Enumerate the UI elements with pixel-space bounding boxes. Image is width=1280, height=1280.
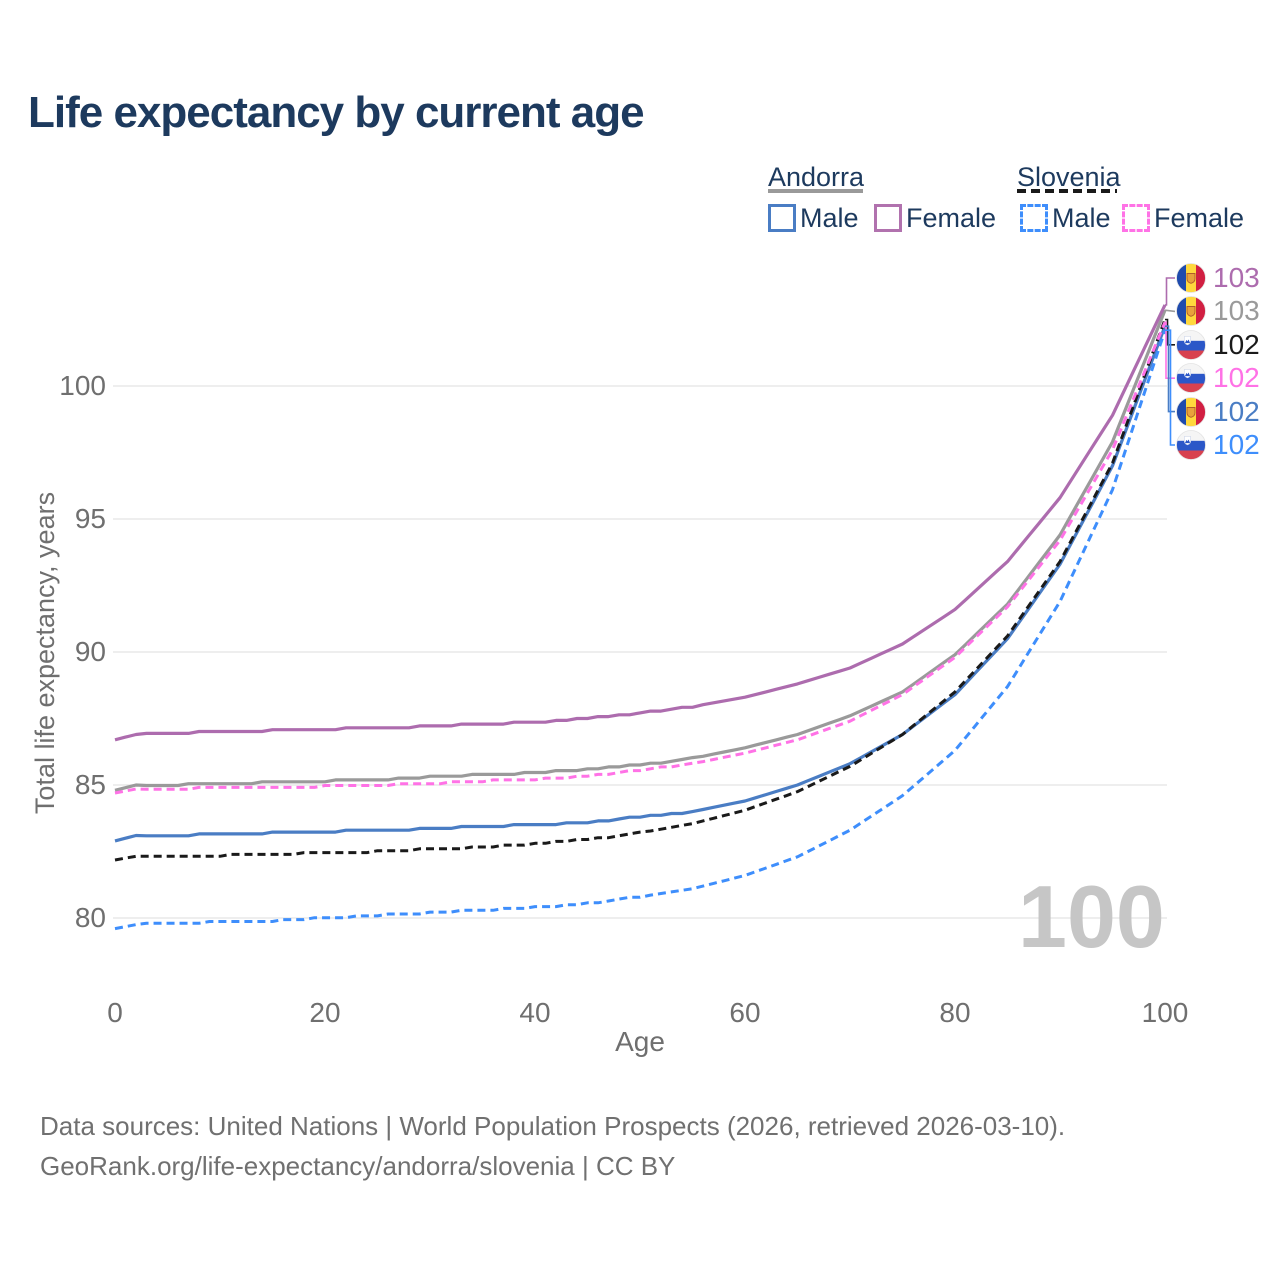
- slovenia-flag-icon: [1176, 330, 1206, 360]
- leader-line-slovenia-male: [1165, 329, 1175, 446]
- slovenia-flag-icon: [1176, 430, 1206, 460]
- legend-item-slovenia-male[interactable]: Male: [1020, 202, 1111, 233]
- y-tick-80: 80: [74, 902, 106, 933]
- y-tick-95: 95: [74, 503, 106, 534]
- x-tick-0: 0: [107, 997, 123, 1028]
- legend-group-andorra[interactable]: Andorra: [768, 162, 865, 192]
- end-value: 102: [1213, 329, 1260, 360]
- page-title: Life expectancy by current age: [28, 88, 645, 137]
- legend-underline-slovenia: [1017, 189, 1117, 193]
- legend-underline-andorra: [768, 189, 863, 193]
- end-label-andorra-male: 102: [1176, 396, 1260, 427]
- legend-swatch-andorra-male-icon: [768, 204, 796, 232]
- leader-line-andorra-female: [1165, 277, 1175, 306]
- end-label-andorra-female: 103: [1176, 262, 1260, 293]
- y-tick-85: 85: [74, 769, 106, 800]
- x-axis-title: Age: [615, 1026, 665, 1057]
- end-value: 103: [1213, 295, 1260, 326]
- x-tick-80: 80: [939, 997, 971, 1028]
- legend-label: Female: [906, 202, 997, 233]
- slovenia-flag-icon: [1176, 363, 1206, 393]
- data-source-footer: Data sources: United Nations | World Pop…: [40, 1106, 1065, 1186]
- y-tick-90: 90: [74, 636, 106, 667]
- attribution-line: GeoRank.org/life-expectancy/andorra/slov…: [40, 1151, 676, 1181]
- legend-item-slovenia-female[interactable]: Female: [1122, 202, 1245, 233]
- legend-label: Male: [800, 202, 859, 233]
- x-tick-40: 40: [519, 997, 551, 1028]
- leader-line-andorra: [1164, 309, 1176, 313]
- end-value: 103: [1213, 262, 1260, 293]
- andorra-flag-icon: [1176, 397, 1206, 427]
- end-value: 102: [1213, 362, 1260, 393]
- andorra-flag-icon: [1176, 263, 1206, 293]
- legend-group-slovenia[interactable]: Slovenia: [1017, 162, 1121, 192]
- legend-swatch-slovenia-female-icon: [1122, 204, 1150, 232]
- series-line-andorra-male: [114, 325, 1167, 843]
- x-tick-100: 100: [1141, 997, 1189, 1028]
- series-line-andorra-female: [114, 304, 1167, 742]
- series-line-andorra: [114, 309, 1167, 792]
- legend-swatch-slovenia-male-icon: [1020, 204, 1048, 232]
- legend-item-andorra-male[interactable]: Male: [768, 202, 859, 233]
- end-label-andorra-both: 103: [1176, 295, 1260, 326]
- end-value: 102: [1213, 396, 1260, 427]
- age-watermark: 100: [1018, 867, 1165, 966]
- end-label-slovenia-female: 102: [1176, 362, 1260, 393]
- series-line-slovenia-female: [114, 321, 1167, 795]
- end-value: 102: [1213, 429, 1260, 460]
- legend-label: Female: [1154, 202, 1245, 233]
- end-label-slovenia-male: 102: [1176, 429, 1260, 460]
- legend-item-andorra-female[interactable]: Female: [874, 202, 997, 233]
- x-tick-60: 60: [729, 997, 761, 1028]
- series-line-slovenia-male: [114, 329, 1167, 931]
- legend-swatch-andorra-female-icon: [874, 204, 902, 232]
- andorra-flag-icon: [1176, 296, 1206, 326]
- leader-line-andorra-male: [1165, 325, 1175, 413]
- legend-label: Male: [1052, 202, 1111, 233]
- x-tick-20: 20: [309, 997, 341, 1028]
- y-axis-title: Total life expectancy, years: [30, 491, 60, 815]
- y-tick-100: 100: [59, 370, 106, 401]
- end-label-slovenia-both: 102: [1176, 329, 1260, 360]
- series-line-slovenia: [114, 318, 1167, 862]
- data-source-line: Data sources: United Nations | World Pop…: [40, 1111, 1066, 1141]
